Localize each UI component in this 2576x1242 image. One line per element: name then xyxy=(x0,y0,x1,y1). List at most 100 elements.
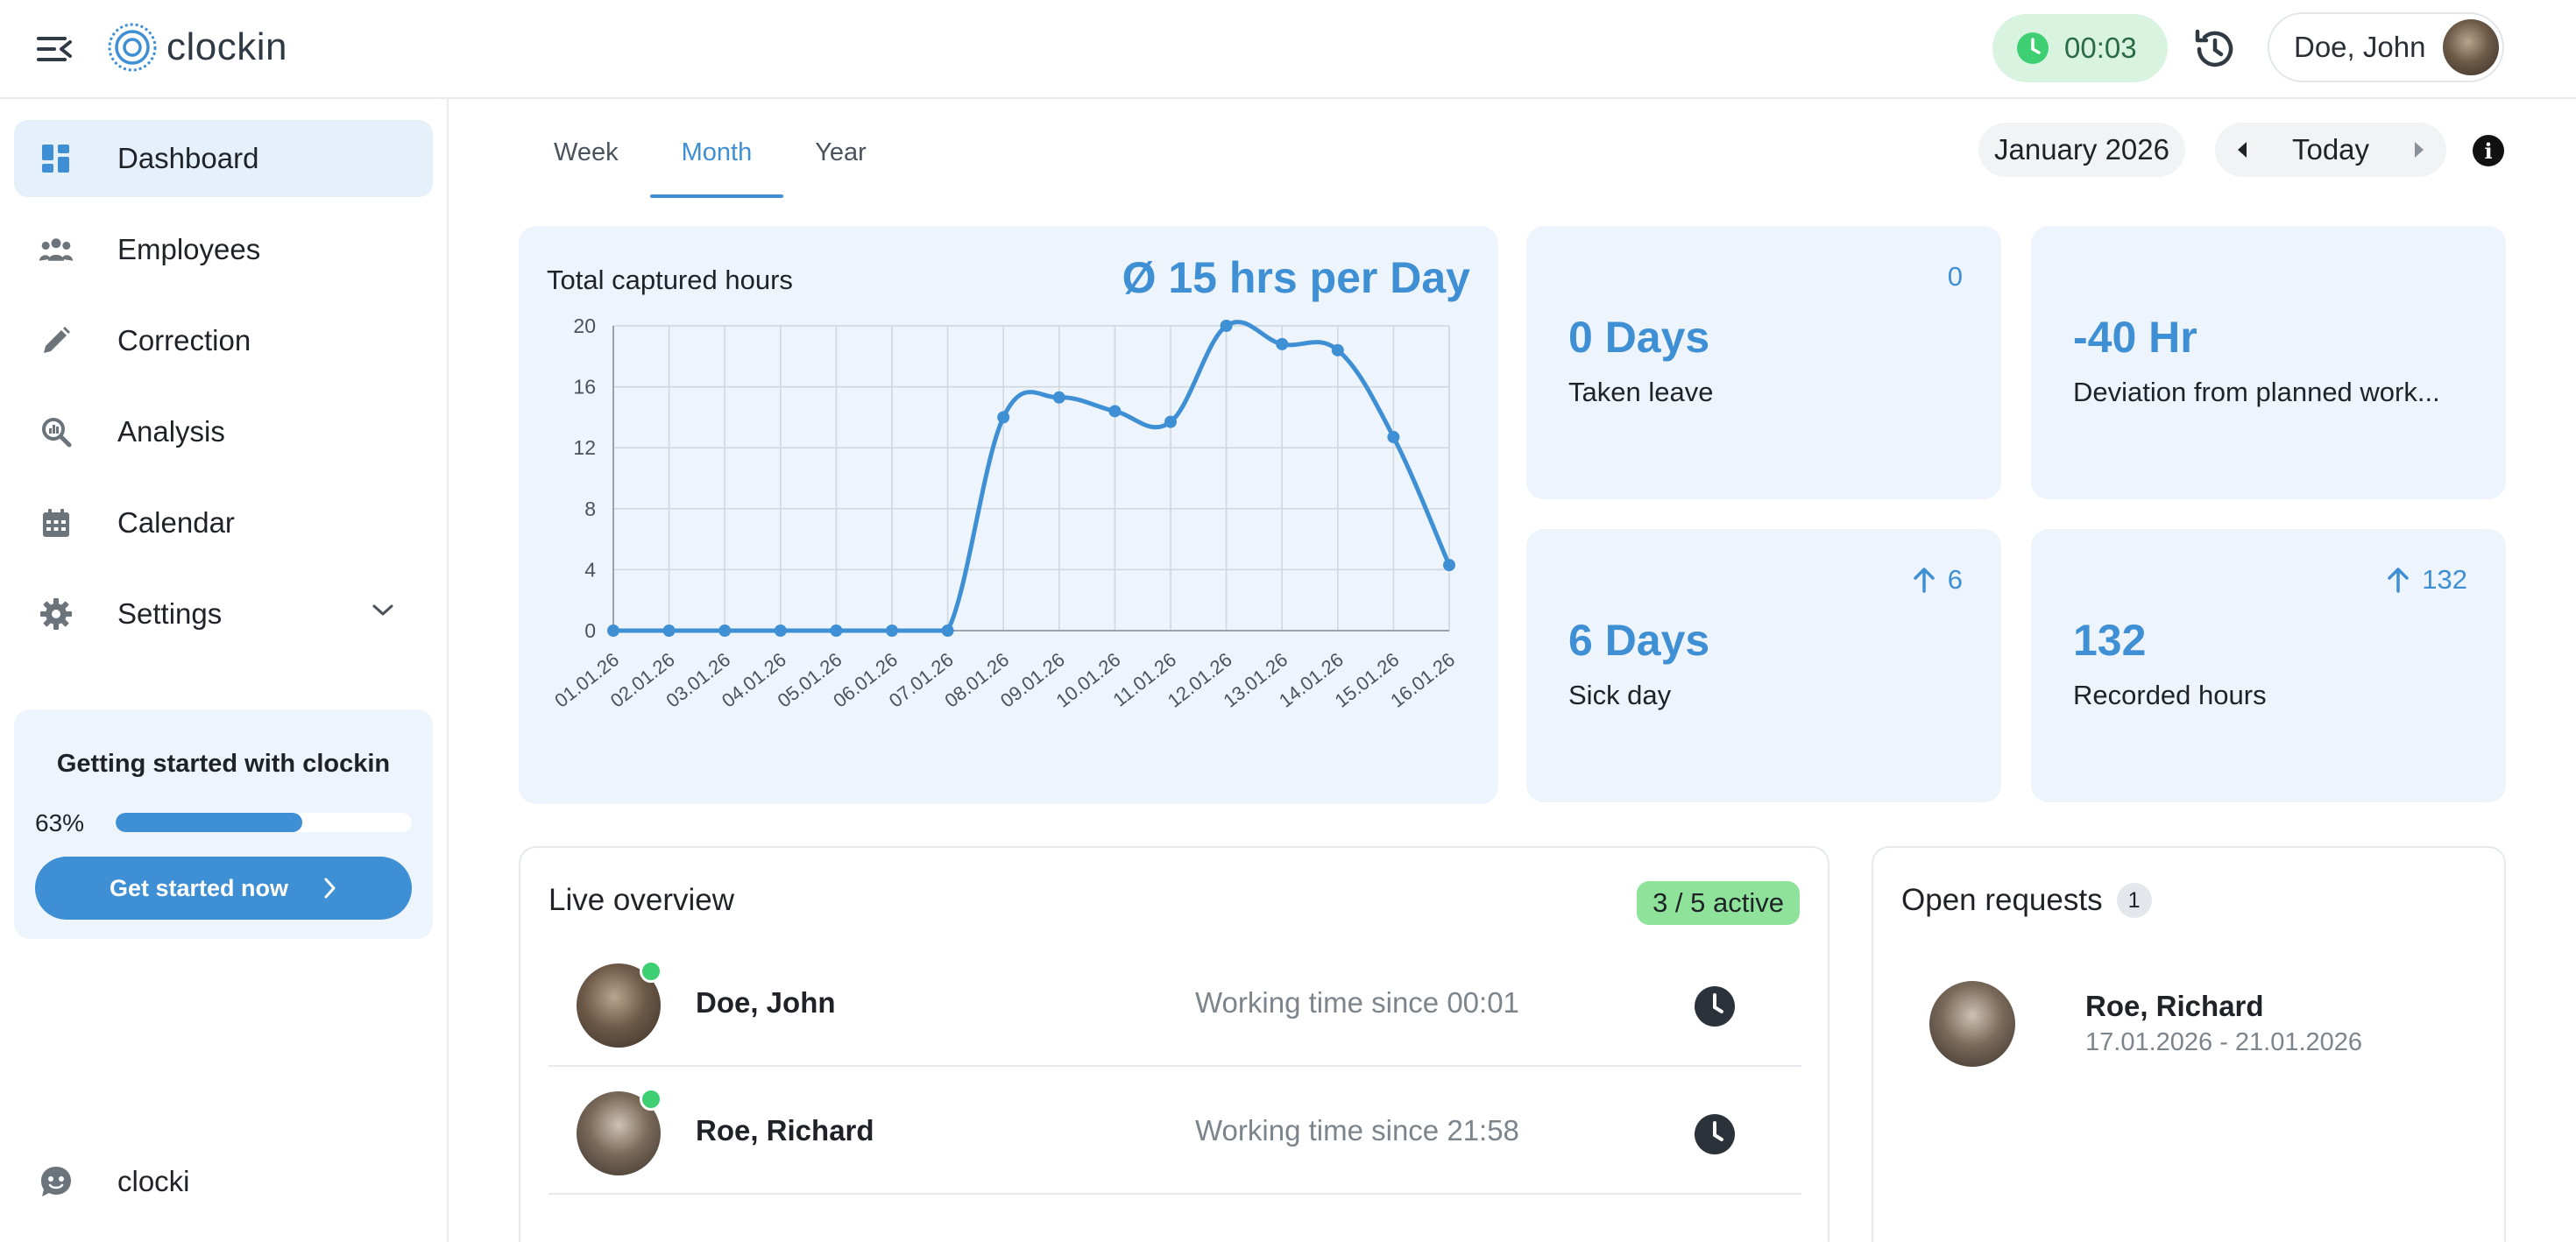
sidebar: Dashboard Employees Correction xyxy=(0,99,449,1242)
taken-leave-value: 0 Days xyxy=(1568,313,1710,362)
sidebar-item-label: Analysis xyxy=(117,415,225,448)
open-requests-count: 1 xyxy=(2116,883,2152,918)
arrow-up-icon xyxy=(1914,568,1935,593)
sidebar-item-correction[interactable]: Correction xyxy=(14,302,433,379)
data-point xyxy=(1443,559,1455,572)
series-line xyxy=(613,320,1452,633)
get-started-button[interactable]: Get started now xyxy=(35,857,412,920)
y-tick-label: 8 xyxy=(584,498,596,520)
sidebar-item-label: Correction xyxy=(117,324,251,356)
assistant-button[interactable]: clocki xyxy=(39,1164,190,1199)
deviation-card[interactable]: -40 Hr Deviation from planned work... xyxy=(2031,226,2506,499)
caret-right-icon[interactable] xyxy=(2413,140,2425,159)
running-timer[interactable]: 00:03 xyxy=(1992,14,2168,82)
clock-icon xyxy=(2017,32,2049,64)
tab-year[interactable]: Year xyxy=(815,138,867,166)
top-bar: clockin 00:03 Doe, John xyxy=(0,0,2576,99)
data-point xyxy=(941,625,954,637)
data-point xyxy=(1108,405,1122,418)
captured-hours-card: Total captured hours Ø 15 hrs per Day 0 4… xyxy=(519,226,1498,804)
online-status-dot xyxy=(640,960,662,983)
caret-left-icon[interactable] xyxy=(2236,140,2248,159)
sick-day-card[interactable]: 6 6 Days Sick day xyxy=(1526,529,2001,802)
active-count-badge: 3 / 5 active xyxy=(1637,881,1800,925)
clock-icon[interactable] xyxy=(1693,1112,1737,1156)
gear-icon xyxy=(39,596,74,632)
today-button[interactable]: Today xyxy=(2291,133,2370,166)
get-started-label: Get started now xyxy=(109,874,289,901)
y-tick-label: 12 xyxy=(573,436,596,459)
dashboard-icon xyxy=(39,141,74,176)
recorded-hours-label: Recorded hours xyxy=(2073,680,2267,710)
recorded-hours-badge: 132 xyxy=(2387,564,2467,596)
x-tick-label: 16.01.26 xyxy=(1386,648,1459,711)
sidebar-item-label: Calendar xyxy=(117,506,235,539)
onboarding-card: Getting started with clockin 63% Get sta… xyxy=(14,709,433,939)
open-requests-title: Open requests 1 xyxy=(1901,883,2152,918)
live-overview-title: Live overview xyxy=(548,883,735,917)
data-point xyxy=(830,625,843,637)
y-tick-label: 4 xyxy=(584,558,596,581)
user-menu[interactable]: Doe, John xyxy=(2268,12,2504,82)
onboarding-title: Getting started with clockin xyxy=(56,750,391,778)
data-point xyxy=(1276,337,1289,350)
chart-title: Total captured hours xyxy=(547,265,793,295)
avatar xyxy=(2443,19,2500,75)
logo[interactable]: clockin xyxy=(107,21,287,74)
request-employee-name: Roe, Richard xyxy=(2085,990,2264,1022)
taken-leave-badge: 0 xyxy=(1947,261,1963,292)
open-requests-card: Open requests 1 Roe, Richard 17.01.2026 … xyxy=(1872,846,2506,1242)
chart-average: Ø 15 hrs per Day xyxy=(1122,253,1470,302)
sidebar-item-calendar[interactable]: Calendar xyxy=(14,484,433,561)
info-icon[interactable]: i xyxy=(2473,135,2504,166)
tab-month[interactable]: Month xyxy=(649,119,784,198)
pencil-icon xyxy=(39,323,74,358)
logo-icon xyxy=(108,23,157,72)
sidebar-item-label: Employees xyxy=(117,233,261,265)
data-point xyxy=(1387,431,1400,444)
live-overview-card: Live overview 3 / 5 active Doe, John Wor… xyxy=(519,846,1829,1242)
live-row[interactable]: Roe, Richard Working time since 21:58 xyxy=(548,1067,1801,1195)
taken-leave-card[interactable]: 0 0 Days Taken leave xyxy=(1526,226,2001,499)
recorded-hours-value: 132 xyxy=(2073,616,2147,665)
chat-bot-icon xyxy=(41,1167,71,1196)
sidebar-item-label: Dashboard xyxy=(117,142,259,174)
live-row[interactable]: Doe, John Working time since 00:01 xyxy=(548,939,1801,1067)
data-point xyxy=(662,625,676,637)
online-status-dot xyxy=(640,1088,662,1111)
sidebar-item-dashboard[interactable]: Dashboard xyxy=(14,120,433,197)
deviation-label: Deviation from planned work... xyxy=(2073,377,2440,407)
users-icon xyxy=(39,232,74,267)
data-point xyxy=(607,625,619,637)
assistant-label: clocki xyxy=(117,1165,190,1197)
menu-toggle-icon[interactable] xyxy=(35,32,74,67)
data-point xyxy=(997,411,1010,424)
working-status: Working time since 00:01 xyxy=(1195,986,1519,1019)
data-point xyxy=(1164,415,1177,428)
analysis-icon xyxy=(39,414,74,449)
request-row[interactable]: Roe, Richard 17.01.2026 - 21.01.2026 xyxy=(1901,970,2480,1076)
data-point xyxy=(1052,391,1065,404)
timer-value: 00:03 xyxy=(2064,32,2137,64)
clock-icon[interactable] xyxy=(1693,984,1737,1028)
recorded-hours-card[interactable]: 132 132 Recorded hours xyxy=(2031,529,2506,802)
sidebar-item-label: Settings xyxy=(117,597,223,630)
tab-week[interactable]: Week xyxy=(554,138,619,166)
employee-name: Roe, Richard xyxy=(696,1114,874,1147)
sidebar-item-analysis[interactable]: Analysis xyxy=(14,393,433,470)
month-selector[interactable]: January 2026 xyxy=(1978,123,2185,177)
sick-day-badge: 6 xyxy=(1913,564,1963,596)
chevron-down-icon[interactable] xyxy=(372,603,394,622)
calendar-icon xyxy=(39,505,74,540)
data-point xyxy=(886,625,898,637)
y-tick-label: 0 xyxy=(584,619,596,642)
history-icon[interactable] xyxy=(2190,25,2240,74)
x-tick-label: 10.01.26 xyxy=(1052,648,1125,711)
hours-line-chart: 04812162001.01.2602.01.2603.01.2604.01.2… xyxy=(550,314,1459,712)
onboarding-progress-fill xyxy=(116,813,302,832)
sidebar-item-settings[interactable]: Settings xyxy=(14,575,433,653)
sidebar-item-employees[interactable]: Employees xyxy=(14,211,433,288)
user-name: Doe, John xyxy=(2294,31,2426,63)
onboarding-percent: 63% xyxy=(35,809,85,836)
data-point xyxy=(1331,343,1344,356)
